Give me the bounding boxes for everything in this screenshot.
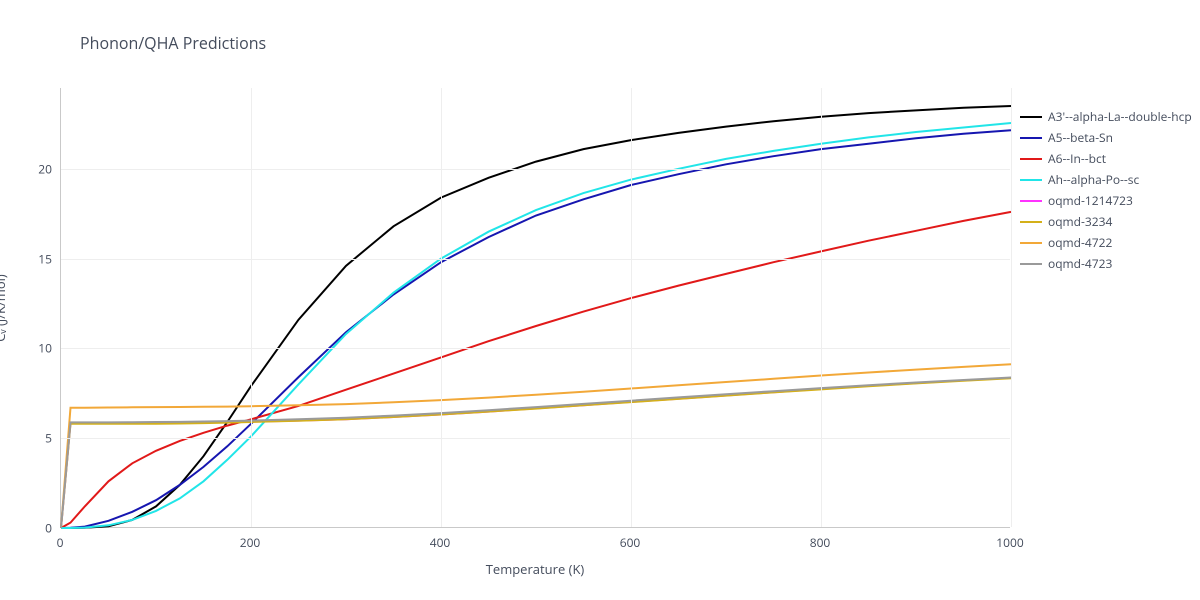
gridline-vertical — [251, 88, 252, 527]
legend-swatch — [1020, 179, 1042, 181]
y-tick-label: 15 — [12, 250, 52, 267]
gridline-vertical — [1011, 88, 1012, 527]
series-line[interactable] — [61, 364, 1011, 528]
legend-label: oqmd-4722 — [1048, 234, 1112, 251]
y-tick-label: 0 — [12, 520, 52, 537]
gridline-horizontal — [61, 169, 1010, 170]
legend-swatch — [1020, 137, 1042, 139]
series-line[interactable] — [61, 130, 1011, 528]
y-tick-label: 20 — [12, 160, 52, 177]
legend-item[interactable]: A6--In--bct — [1020, 150, 1192, 167]
legend-item[interactable]: Ah--alpha-Po--sc — [1020, 171, 1192, 188]
legend-swatch — [1020, 200, 1042, 202]
y-tick-label: 10 — [12, 340, 52, 357]
legend-item[interactable]: A3'--alpha-La--double-hcp — [1020, 108, 1192, 125]
x-tick-label: 800 — [810, 534, 831, 551]
series-line[interactable] — [61, 378, 1011, 529]
legend-item[interactable]: A5--beta-Sn — [1020, 129, 1192, 146]
x-tick-label: 1000 — [996, 534, 1023, 551]
legend-label: A3'--alpha-La--double-hcp — [1048, 108, 1192, 125]
legend-label: oqmd-1214723 — [1048, 192, 1133, 209]
legend-item[interactable]: oqmd-4723 — [1020, 255, 1192, 272]
legend-swatch — [1020, 116, 1042, 118]
gridline-horizontal — [61, 438, 1010, 439]
y-axis-label: Cᵥ (J/K/mol) — [0, 88, 10, 528]
x-tick-label: 400 — [430, 534, 451, 551]
x-tick-label: 0 — [57, 534, 64, 551]
gridline-horizontal — [61, 259, 1010, 260]
gridline-vertical — [821, 88, 822, 527]
legend-item[interactable]: oqmd-4722 — [1020, 234, 1192, 251]
x-tick-label: 600 — [620, 534, 641, 551]
legend-label: oqmd-3234 — [1048, 213, 1112, 230]
legend-item[interactable]: oqmd-1214723 — [1020, 192, 1192, 209]
y-tick-label: 5 — [12, 430, 52, 447]
series-line[interactable] — [61, 378, 1011, 528]
chart-title: Phonon/QHA Predictions — [80, 32, 266, 54]
x-tick-label: 200 — [240, 534, 261, 551]
gridline-vertical — [441, 88, 442, 527]
legend-swatch — [1020, 263, 1042, 265]
legend-swatch — [1020, 221, 1042, 223]
series-lines — [61, 88, 1011, 528]
x-axis-label: Temperature (K) — [60, 560, 1010, 578]
gridline-vertical — [631, 88, 632, 527]
plot-area[interactable] — [60, 88, 1010, 528]
legend-item[interactable]: oqmd-3234 — [1020, 213, 1192, 230]
legend: A3'--alpha-La--double-hcp A5--beta-Sn A6--… — [1020, 108, 1192, 276]
legend-label: Ah--alpha-Po--sc — [1048, 171, 1139, 188]
gridline-horizontal — [61, 348, 1010, 349]
legend-label: A5--beta-Sn — [1048, 129, 1113, 146]
y-axis-label-text: Cᵥ (J/K/mol) — [0, 274, 9, 342]
legend-label: A6--In--bct — [1048, 150, 1106, 167]
legend-swatch — [1020, 242, 1042, 244]
legend-swatch — [1020, 158, 1042, 160]
chart-container: Phonon/QHA Predictions Cᵥ (J/K/mol) Temp… — [0, 0, 1200, 600]
legend-label: oqmd-4723 — [1048, 255, 1112, 272]
series-line[interactable] — [61, 378, 1011, 528]
